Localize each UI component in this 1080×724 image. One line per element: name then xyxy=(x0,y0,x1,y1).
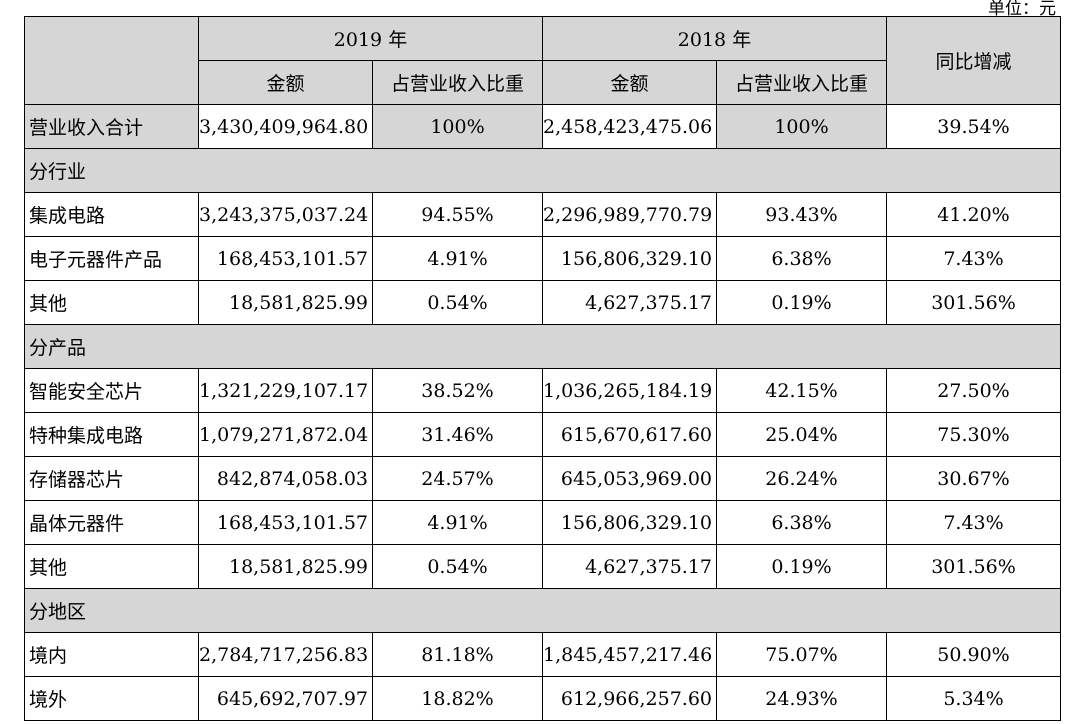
yoy-change: 41.20% xyxy=(886,192,1061,237)
amount-2019: 18,581,825.99 xyxy=(198,280,373,325)
amount-2018: 615,670,617.60 xyxy=(542,412,717,457)
ratio-2018: 6.38% xyxy=(716,500,887,545)
section-title: 分产品 xyxy=(24,324,1061,369)
table-row: 电子元器件产品 168,453,101.57 4.91% 156,806,329.10… xyxy=(24,236,1061,281)
total-row: 营业收入合计 3,430,409,964.80 100% 2,458,423,4… xyxy=(24,104,1061,149)
ratio-2019: 4.91% xyxy=(372,236,543,281)
table-row: 其他 18,581,825.99 0.54% 4,627,375.17 0.19% 301… xyxy=(24,544,1061,589)
yoy-change: 7.43% xyxy=(886,236,1061,281)
header-ratio-2018: 占营业收入比重 xyxy=(716,60,887,105)
table-row: 智能安全芯片 1,321,229,107.17 38.52% 1,036,265,18… xyxy=(24,368,1061,413)
ratio-2018: 25.04% xyxy=(716,412,887,457)
amount-2018: 4,627,375.17 xyxy=(542,280,717,325)
row-label: 存储器芯片 xyxy=(24,456,199,501)
row-label: 集成电路 xyxy=(24,192,199,237)
row-label: 特种集成电路 xyxy=(24,412,199,457)
section-row: 分地区 xyxy=(24,588,1061,633)
row-label: 其他 xyxy=(24,280,199,325)
amount-2018: 645,053,969.00 xyxy=(542,456,717,501)
ratio-2019: 24.57% xyxy=(372,456,543,501)
header-year-2018: 2018 年 xyxy=(542,16,887,61)
total-amount-2019: 3,430,409,964.80 xyxy=(198,104,373,149)
yoy-change: 301.56% xyxy=(886,544,1061,589)
yoy-change: 75.30% xyxy=(886,412,1061,457)
header-row-1: 2019 年 2018 年 同比增减 xyxy=(24,16,1061,105)
table-row: 集成电路 3,243,375,037.24 94.55% 2,296,989,770.… xyxy=(24,192,1061,237)
total-amount-2018: 2,458,423,475.06 xyxy=(542,104,717,149)
amount-2018: 1,845,457,217.46 xyxy=(542,632,717,677)
header-yoy-change: 同比增减 xyxy=(886,16,1061,105)
amount-2019: 168,453,101.57 xyxy=(198,500,373,545)
row-label: 智能安全芯片 xyxy=(24,368,199,413)
ratio-2019: 0.54% xyxy=(372,544,543,589)
yoy-change: 5.34% xyxy=(886,676,1061,721)
amount-2018: 156,806,329.10 xyxy=(542,500,717,545)
header-row-2: 金额 占营业收入比重 金额 占营业收入比重 xyxy=(25,60,1061,105)
amount-2019: 168,453,101.57 xyxy=(198,236,373,281)
header-corner-cell xyxy=(24,16,199,105)
table-row: 特种集成电路 1,079,271,872.04 31.46% 615,670,617.… xyxy=(24,412,1061,457)
table-row: 境内 2,784,717,256.83 81.18% 1,845,457,217.46… xyxy=(24,632,1061,677)
section-title: 分地区 xyxy=(24,588,1061,633)
amount-2019: 1,321,229,107.17 xyxy=(198,368,373,413)
total-label: 营业收入合计 xyxy=(24,104,199,149)
yoy-change: 7.43% xyxy=(886,500,1061,545)
section-row: 分产品 xyxy=(24,324,1061,369)
table-row: 其他 18,581,825.99 0.54% 4,627,375.17 0.19% 301… xyxy=(24,280,1061,325)
amount-2019: 3,243,375,037.24 xyxy=(198,192,373,237)
row-label: 境内 xyxy=(24,632,199,677)
amount-2019: 842,874,058.03 xyxy=(198,456,373,501)
row-label: 电子元器件产品 xyxy=(24,236,199,281)
row-label: 境外 xyxy=(24,676,199,721)
amount-2018: 612,966,257.60 xyxy=(542,676,717,721)
amount-2018: 156,806,329.10 xyxy=(542,236,717,281)
total-ratio-2018: 100% xyxy=(716,104,887,149)
amount-2019: 1,079,271,872.04 xyxy=(198,412,373,457)
amount-2018: 1,036,265,184.19 xyxy=(542,368,717,413)
ratio-2018: 93.43% xyxy=(716,192,887,237)
ratio-2018: 26.24% xyxy=(716,456,887,501)
amount-2019: 18,581,825.99 xyxy=(198,544,373,589)
ratio-2018: 0.19% xyxy=(716,280,887,325)
table-row: 境外 645,692,707.97 18.82% 612,966,257.60 24.9… xyxy=(24,676,1061,721)
amount-2019: 645,692,707.97 xyxy=(198,676,373,721)
ratio-2018: 24.93% xyxy=(716,676,887,721)
ratio-2019: 94.55% xyxy=(372,192,543,237)
revenue-table: 2019 年 2018 年 同比增减 金额 占营业收入比重 金额 占营业收入比重… xyxy=(24,16,1061,721)
unit-note: 单位：元 xyxy=(988,0,1056,19)
header-amount-2018: 金额 xyxy=(542,60,717,105)
ratio-2019: 0.54% xyxy=(372,280,543,325)
ratio-2019: 18.82% xyxy=(372,676,543,721)
ratio-2018: 6.38% xyxy=(716,236,887,281)
ratio-2019: 31.46% xyxy=(372,412,543,457)
ratio-2019: 81.18% xyxy=(372,632,543,677)
amount-2018: 2,296,989,770.79 xyxy=(542,192,717,237)
yoy-change: 27.50% xyxy=(886,368,1061,413)
header-year-2019: 2019 年 xyxy=(198,16,543,61)
row-label: 其他 xyxy=(24,544,199,589)
total-yoy: 39.54% xyxy=(886,104,1061,149)
yoy-change: 30.67% xyxy=(886,456,1061,501)
yoy-change: 301.56% xyxy=(886,280,1061,325)
table-row: 晶体元器件 168,453,101.57 4.91% 156,806,329.10 6.… xyxy=(24,500,1061,545)
header-ratio-2019: 占营业收入比重 xyxy=(372,60,543,105)
amount-2019: 2,784,717,256.83 xyxy=(198,632,373,677)
yoy-change: 50.90% xyxy=(886,632,1061,677)
table-row: 存储器芯片 842,874,058.03 24.57% 645,053,969.00 2… xyxy=(24,456,1061,501)
row-label: 晶体元器件 xyxy=(24,500,199,545)
ratio-2019: 4.91% xyxy=(372,500,543,545)
total-ratio-2019: 100% xyxy=(372,104,543,149)
ratio-2018: 42.15% xyxy=(716,368,887,413)
section-title: 分行业 xyxy=(24,148,1061,193)
amount-2018: 4,627,375.17 xyxy=(542,544,717,589)
header-amount-2019: 金额 xyxy=(198,60,373,105)
ratio-2018: 75.07% xyxy=(716,632,887,677)
ratio-2019: 38.52% xyxy=(372,368,543,413)
ratio-2018: 0.19% xyxy=(716,544,887,589)
section-row: 分行业 xyxy=(24,148,1061,193)
